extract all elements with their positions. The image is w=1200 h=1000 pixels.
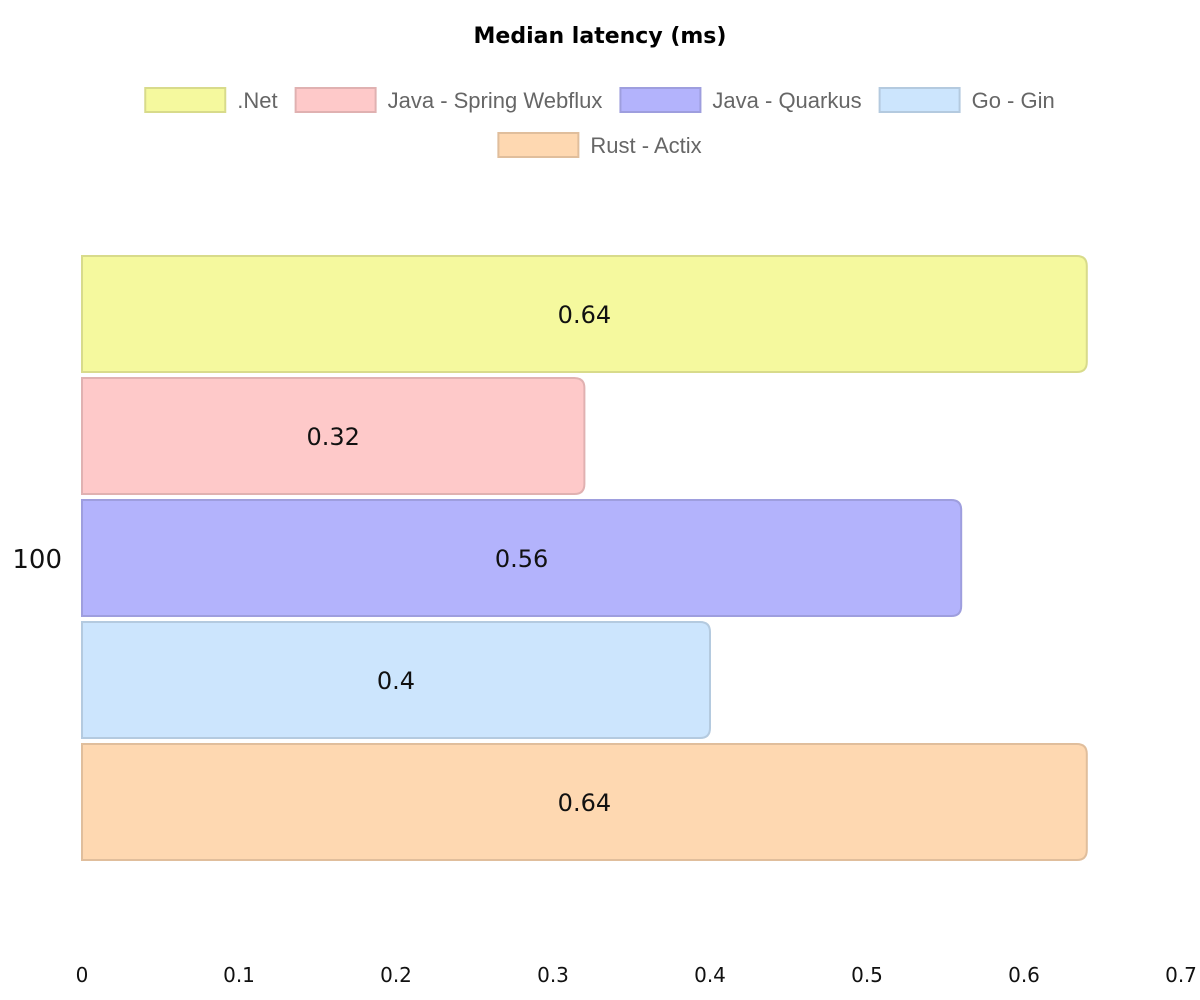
x-tick-label: 0.6 — [1008, 963, 1040, 987]
legend-item-net[interactable]: .Net — [144, 87, 278, 113]
bars — [81, 255, 1088, 861]
legend-swatch — [619, 87, 702, 113]
bar-net[interactable] — [81, 255, 1088, 373]
bar-java-quarkus[interactable] — [81, 499, 963, 617]
legend-label: Rust - Actix — [590, 133, 701, 158]
legend-item-go-gin[interactable]: Go - Gin — [878, 87, 1055, 113]
x-tick-label: 0.7 — [1165, 963, 1197, 987]
legend-swatch — [878, 87, 961, 113]
legend-item-rust-actix[interactable]: Rust - Actix — [497, 132, 702, 158]
legend-item-java-spring-webflux[interactable]: Java - Spring Webflux — [294, 87, 603, 113]
bar-label-go-gin: 0.4 — [377, 667, 415, 695]
y-category-label: 100 — [12, 545, 62, 575]
legend-item-java-quarkus[interactable]: Java - Quarkus — [619, 87, 862, 113]
legend: .Net Java - Spring Webflux Java - Quarkus G… — [144, 87, 1055, 158]
x-tick-label: 0.3 — [537, 963, 569, 987]
y-axis: 100 — [12, 545, 62, 575]
legend-label: Java - Quarkus — [712, 88, 861, 113]
legend-swatch — [144, 87, 227, 113]
x-tick-label: 0.4 — [694, 963, 726, 987]
bar-label-rust-actix: 0.64 — [558, 789, 611, 817]
legend-label: Go - Gin — [972, 88, 1055, 113]
legend-swatch — [294, 87, 377, 113]
bar-label-java-spring-webflux: 0.32 — [306, 423, 359, 451]
x-tick-label: 0.5 — [851, 963, 883, 987]
bar-labels: 0.64 0.32 0.56 0.4 0.64 — [306, 301, 611, 817]
x-tick-label: 0 — [76, 963, 89, 987]
x-tick-label: 0.1 — [223, 963, 255, 987]
x-tick-label: 0.2 — [380, 963, 412, 987]
legend-swatch — [497, 132, 580, 158]
bar-label-net: 0.64 — [558, 301, 611, 329]
chart-title: Median latency (ms) — [474, 24, 727, 49]
bar-label-java-quarkus: 0.56 — [495, 545, 548, 573]
x-axis: 0 0.1 0.2 0.3 0.4 0.5 0.6 0.7 — [76, 963, 1197, 987]
legend-label: .Net — [237, 88, 277, 113]
bar-rust-actix[interactable] — [81, 743, 1088, 861]
bar-java-spring-webflux[interactable] — [81, 377, 586, 495]
bar-go-gin[interactable] — [81, 621, 711, 739]
legend-label: Java - Spring Webflux — [388, 88, 603, 113]
